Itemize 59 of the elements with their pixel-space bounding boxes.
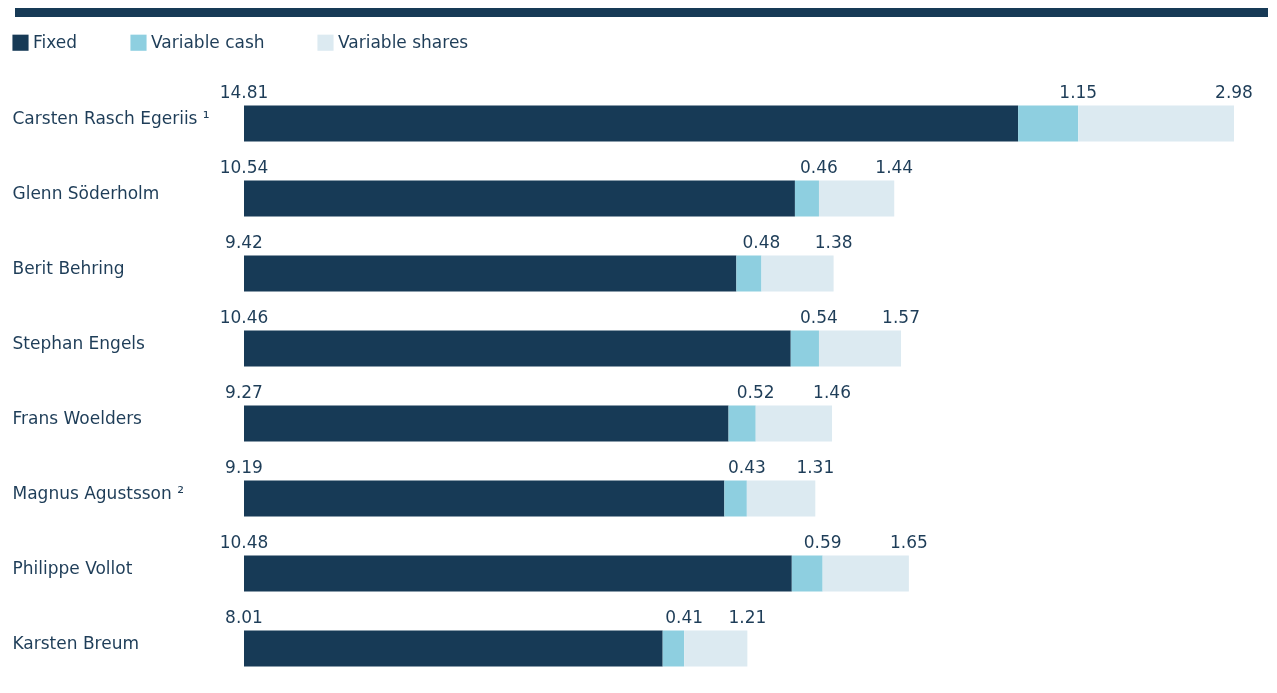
data-label: 1.44 — [875, 156, 914, 177]
legend-label: Variable shares — [338, 31, 469, 52]
y-tick-label: Magnus Agustsson ² — [12, 482, 185, 503]
data-label: 1.31 — [796, 456, 835, 477]
y-tick-label: Berit Behring — [12, 257, 125, 278]
bar — [244, 330, 791, 367]
data-label: 1.57 — [882, 306, 920, 327]
data-label: 1.65 — [889, 531, 928, 552]
data-label: 10.54 — [219, 156, 269, 177]
legend-label: Variable cash — [151, 31, 265, 52]
data-label: 10.48 — [219, 531, 269, 552]
bar — [244, 405, 729, 442]
bar — [244, 255, 737, 292]
bar — [728, 405, 756, 442]
bar — [244, 630, 663, 667]
data-label: 9.27 — [225, 381, 263, 402]
bar — [244, 555, 792, 592]
y-tick-label: Karsten Breum — [12, 632, 139, 653]
data-label: 0.59 — [803, 531, 842, 552]
data-label: 9.19 — [225, 456, 263, 477]
bar — [724, 480, 747, 517]
bar — [662, 630, 685, 667]
data-label: 10.46 — [219, 306, 269, 327]
bar — [244, 480, 725, 517]
data-label: 2.98 — [1215, 81, 1253, 102]
bar — [244, 180, 795, 217]
data-label: 0.43 — [727, 456, 766, 477]
bar — [818, 180, 895, 217]
bar — [736, 255, 762, 292]
bar — [746, 480, 816, 517]
y-tick-label: Glenn Söderholm — [12, 182, 160, 203]
data-label: 0.41 — [665, 606, 704, 627]
data-label: 1.46 — [813, 381, 851, 402]
y-tick-label: Stephan Engels — [12, 332, 146, 353]
bar — [684, 630, 748, 667]
data-label: 1.15 — [1059, 81, 1098, 102]
bar — [818, 330, 902, 367]
data-label: 8.01 — [225, 606, 263, 627]
bar — [755, 405, 833, 442]
data-label: 0.54 — [800, 306, 838, 327]
bar — [761, 255, 834, 292]
y-tick-label: Philippe Vollot — [12, 557, 133, 578]
bar — [244, 105, 1019, 142]
data-label: 0.46 — [800, 156, 838, 177]
y-tick-label: Carsten Rasch Egeriis ¹ — [12, 107, 210, 128]
bar — [790, 330, 819, 367]
legend-label: Fixed — [33, 31, 78, 52]
bar — [822, 555, 909, 592]
data-label: 1.38 — [814, 231, 853, 252]
data-label: 0.52 — [736, 381, 775, 402]
data-label: 0.48 — [742, 231, 781, 252]
y-tick-label: Frans Woelders — [12, 407, 143, 428]
data-label: 9.42 — [225, 231, 263, 252]
bar — [794, 180, 819, 217]
bar — [1078, 105, 1234, 142]
bar — [791, 555, 823, 592]
data-label: 1.21 — [728, 606, 767, 627]
bar — [1018, 105, 1079, 142]
data-label: 14.81 — [219, 81, 269, 102]
